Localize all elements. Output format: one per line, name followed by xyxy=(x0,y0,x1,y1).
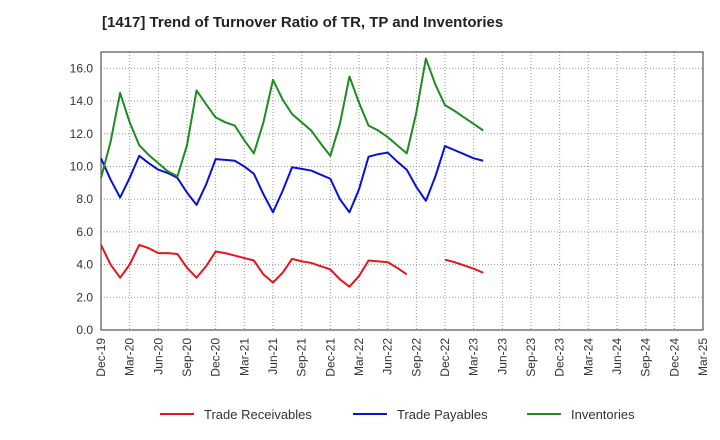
x-tick-label: Dec-23 xyxy=(553,338,567,377)
x-tick-label: Jun-24 xyxy=(610,338,624,375)
x-tick-label: Mar-25 xyxy=(696,338,710,376)
series-line-inventories xyxy=(100,57,484,179)
x-tick-label: Sep-24 xyxy=(639,338,653,377)
y-tick-label: 10.0 xyxy=(70,159,94,173)
x-tick-label: Jun-21 xyxy=(266,338,280,375)
legend-label-trade-payables: Trade Payables xyxy=(397,407,488,422)
x-tick-label: Sep-20 xyxy=(180,338,194,377)
x-tick-label: Dec-22 xyxy=(438,338,452,377)
y-tick-label: 0.0 xyxy=(76,323,93,337)
x-tick-label: Mar-21 xyxy=(237,338,251,376)
x-tick-label: Dec-20 xyxy=(209,338,223,377)
x-tick-label: Jun-23 xyxy=(495,338,509,375)
y-tick-label: 6.0 xyxy=(76,225,93,239)
x-tick-label: Jun-22 xyxy=(381,338,395,375)
chart-title: [1417] Trend of Turnover Ratio of TR, TP… xyxy=(102,14,504,31)
y-tick-label: 14.0 xyxy=(70,94,94,108)
x-tick-label: Sep-22 xyxy=(409,338,423,377)
y-tick-label: 16.0 xyxy=(70,61,94,75)
x-tick-label: Mar-20 xyxy=(123,338,137,376)
x-tick-label: Sep-23 xyxy=(524,338,538,377)
x-tick-label: Jun-20 xyxy=(151,338,165,375)
legend-label-inventories: Inventories xyxy=(571,407,635,422)
legend-label-trade-receivables: Trade Receivables xyxy=(204,407,312,422)
x-tick-label: Mar-22 xyxy=(352,338,366,376)
x-tick-label: Dec-21 xyxy=(323,338,337,377)
y-tick-label: 2.0 xyxy=(76,290,93,304)
series-line-trade-payables xyxy=(100,145,484,214)
y-tick-label: 4.0 xyxy=(76,258,93,272)
x-tick-label: Dec-24 xyxy=(667,338,681,377)
y-tick-label: 8.0 xyxy=(76,192,93,206)
x-tick-label: Sep-21 xyxy=(295,338,309,377)
plot-frame xyxy=(100,51,704,331)
x-tick-label: Dec-19 xyxy=(94,338,108,377)
y-tick-label: 12.0 xyxy=(70,127,94,141)
x-tick-label: Mar-24 xyxy=(581,338,595,376)
x-tick-label: Mar-23 xyxy=(467,338,481,376)
series-line-trade-receivables xyxy=(100,243,484,288)
